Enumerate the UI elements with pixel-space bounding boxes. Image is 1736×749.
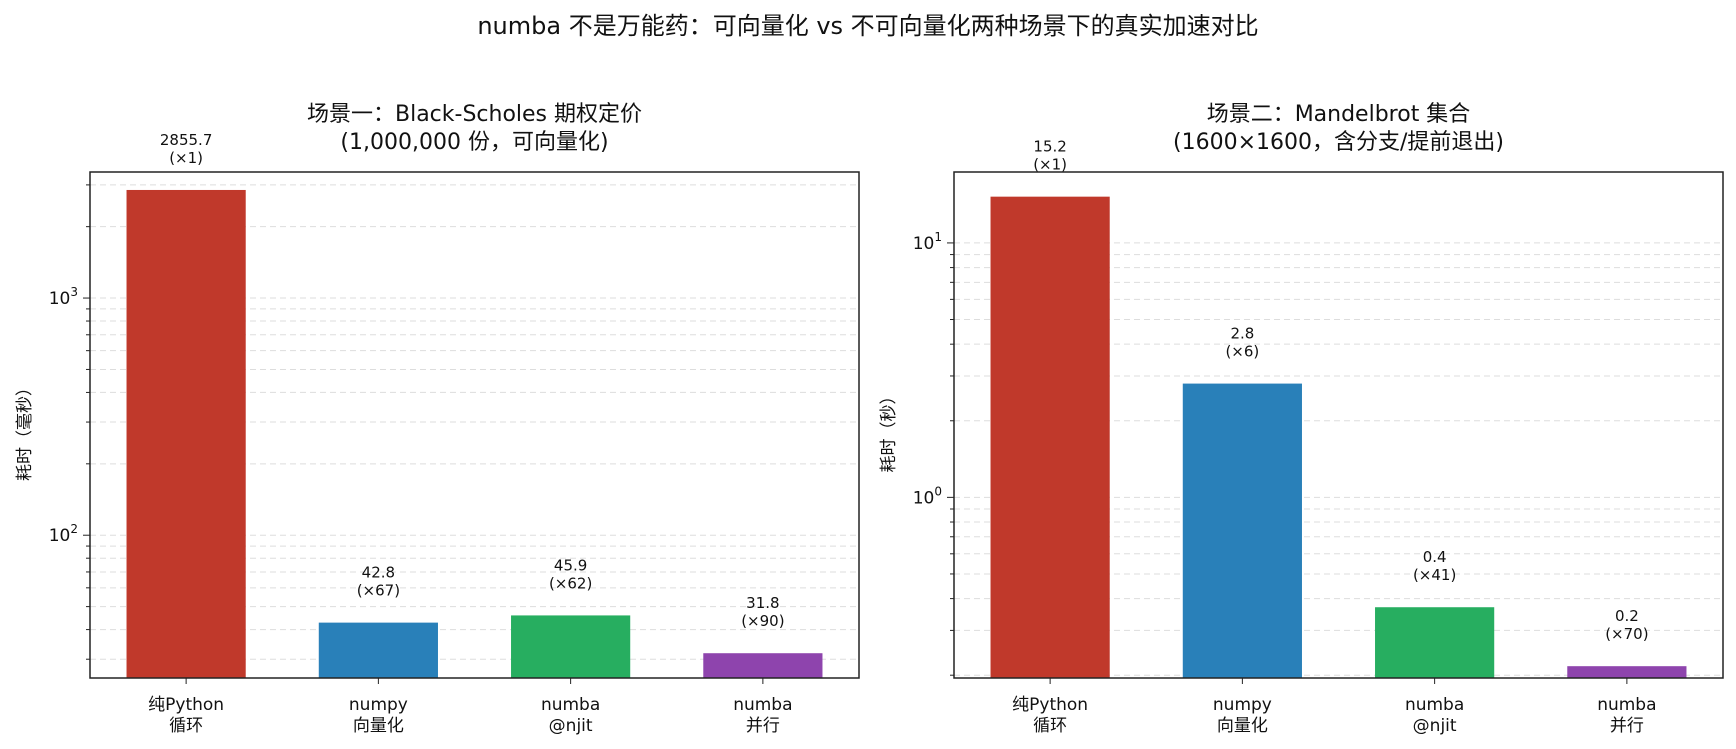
bar-value-label: 15.2 (×1): [1033, 138, 1067, 174]
bar-4: [1567, 666, 1687, 678]
x-tick-label: numpy 向量化: [349, 695, 408, 736]
bar-1: [126, 189, 246, 678]
x-tick-label: numba @njit: [541, 695, 600, 736]
y-tick-label: 102: [49, 522, 78, 546]
y-axis-label: 耗时（毫秒）: [15, 379, 35, 481]
x-tick-label: numba 并行: [733, 695, 792, 736]
bar-4: [703, 653, 823, 678]
bar-2: [1182, 383, 1302, 678]
chart-title: 场景二：Mandelbrot 集合(1600×1600，含分支/提前退出): [1173, 102, 1504, 155]
x-tick-label: numba @njit: [1405, 695, 1464, 736]
x-tick-label: numpy 向量化: [1213, 695, 1272, 736]
axes-frame: [953, 171, 1724, 679]
y-axis-label: 耗时（秒）: [879, 388, 899, 473]
x-tick-label: 纯Python 循环: [1012, 695, 1088, 736]
bar-value-label: 31.8 (×90): [741, 594, 784, 630]
bar-value-label: 0.4 (×41): [1413, 548, 1456, 584]
bar-value-label: 2855.7 (×1): [160, 131, 213, 167]
x-tick-label: 纯Python 循环: [148, 695, 224, 736]
grid-lines: [90, 184, 859, 660]
bar-3: [511, 615, 631, 678]
bar-1: [990, 196, 1110, 678]
y-tick-label: 101: [913, 230, 942, 254]
chart-panel-1: 2855.7 (×1) 纯Python 循环 42.8 (×67) numpy 向量化 45.9…: [15, 102, 860, 736]
axes-frame: [89, 171, 860, 679]
y-tick-label: 103: [49, 285, 78, 309]
bar-value-label: 2.8 (×6): [1225, 325, 1259, 361]
bar-3: [1375, 607, 1495, 678]
y-tick-label: 100: [913, 484, 942, 508]
chart-panel-2: 15.2 (×1) 纯Python 循环 2.8 (×6) numpy 向量化 0.4 (×41)…: [879, 102, 1724, 736]
figure-title: numba 不是万能药：可向量化 vs 不可向量化两种场景下的真实加速对比: [477, 12, 1259, 40]
chart-title: 场景一：Black-Scholes 期权定价(1,000,000 份，可向量化): [307, 102, 642, 155]
bar-2: [318, 622, 438, 678]
x-tick-label: numba 并行: [1597, 695, 1656, 736]
bar-value-label: 45.9 (×62): [549, 556, 592, 592]
bar-value-label: 0.2 (×70): [1605, 607, 1648, 643]
grid-lines: [954, 242, 1723, 676]
bar-value-label: 42.8 (×67): [357, 564, 400, 600]
